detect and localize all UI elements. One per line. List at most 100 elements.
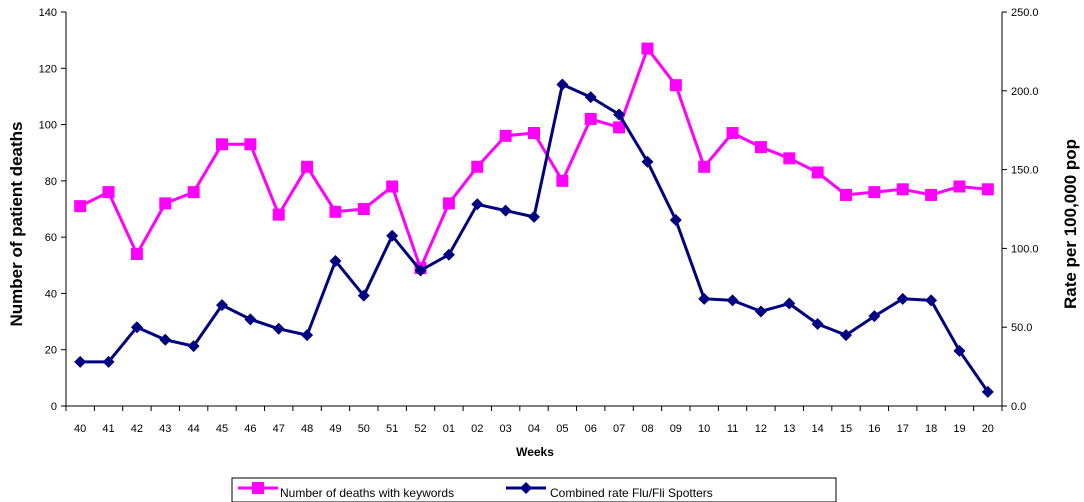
data-point-rate [74,355,87,368]
data-point-deaths [613,121,626,134]
y-left-tick-label: 80 [45,176,57,188]
x-tick-label: 44 [188,423,200,435]
data-point-rate [471,198,484,211]
y-left-tick-label: 140 [39,7,57,19]
data-point-deaths [783,152,796,165]
data-point-rate [329,255,342,268]
data-point-rate [556,78,569,91]
data-point-deaths [329,205,342,218]
x-tick-label: 01 [443,423,455,435]
y-left-tick-label: 100 [39,120,57,132]
data-point-rate [613,108,626,121]
y-right-tick-label: 50.0 [1011,322,1032,334]
x-axis-title: Weeks [516,445,554,459]
data-point-rate [981,385,994,398]
x-tick-label: 49 [329,423,341,435]
x-tick-label: 51 [386,423,398,435]
x-tick-label: 41 [102,423,114,435]
data-point-rate [698,292,711,305]
data-point-rate [357,289,370,302]
data-point-deaths [244,138,257,151]
data-point-rate [187,340,200,353]
data-point-deaths [130,248,143,261]
data-point-rate [216,299,228,312]
x-tick-label: 15 [840,423,852,435]
axes: 0204060801001201400.050.0100.0150.0200.0… [39,7,1039,435]
x-tick-label: 45 [216,423,228,435]
y-right-tick-label: 250.0 [1011,7,1039,19]
data-point-rate [272,322,285,335]
data-point-deaths [981,183,994,196]
x-tick-label: 52 [414,423,426,435]
y-right-tick-label: 0.0 [1011,401,1026,413]
data-point-deaths [301,160,314,173]
x-tick-label: 19 [953,423,965,435]
data-point-deaths [840,188,852,201]
x-tick-label: 12 [755,423,767,435]
x-tick-label: 40 [74,423,86,435]
x-tick-label: 20 [982,423,994,435]
y-axis-right-title: Rate per 100,000 pop [1061,139,1080,309]
data-point-rate [528,210,540,223]
data-point-rate [130,321,143,334]
data-point-rate [811,318,824,331]
data-point-deaths [102,186,115,199]
x-tick-label: 47 [273,423,285,435]
legend-frame [231,477,837,502]
data-point-rate [499,204,512,217]
data-point-deaths [556,174,569,187]
data-point-rate [244,313,257,326]
x-tick-label: 43 [159,423,171,435]
y-right-tick-label: 100.0 [1011,243,1039,255]
data-point-deaths [187,186,200,199]
x-tick-label: 04 [528,423,540,435]
x-tick-label: 17 [897,423,909,435]
data-point-rate [754,305,767,318]
x-tick-label: 09 [670,423,682,435]
data-point-rate [726,294,739,307]
marks [74,42,994,398]
data-point-deaths [925,188,938,201]
data-point-rate [925,294,938,307]
data-point-rate [953,344,966,357]
x-tick-label: 06 [585,423,597,435]
data-point-deaths [528,127,540,140]
data-point-deaths [669,79,682,92]
data-point-rate [102,355,115,368]
data-point-rate [301,329,314,342]
y-left-tick-label: 120 [39,63,57,75]
x-tick-label: 03 [500,423,512,435]
data-point-rate [159,333,172,346]
y-right-tick-label: 150.0 [1011,165,1039,177]
y-right-tick-label: 200.0 [1011,86,1039,98]
x-tick-label: 48 [301,423,313,435]
data-point-rate [868,310,881,323]
x-tick-label: 13 [783,423,795,435]
data-point-rate [442,248,455,261]
data-point-deaths [499,129,512,142]
legend-label-deaths: Number of deaths with keywords [280,486,454,500]
y-left-tick-label: 60 [45,232,57,244]
x-tick-label: 08 [641,423,653,435]
x-tick-label: 14 [812,423,824,435]
data-point-rate [669,214,682,227]
legend-marker-deaths [252,482,264,494]
data-point-rate [584,91,597,104]
data-point-deaths [754,141,767,154]
x-tick-label: 07 [613,423,625,435]
data-point-deaths [442,197,455,210]
data-point-rate [641,155,654,168]
data-point-deaths [896,183,909,196]
data-point-deaths [811,166,824,179]
data-point-rate [840,329,852,342]
x-tick-label: 16 [868,423,880,435]
data-point-deaths [471,160,484,173]
y-axis-left-title: Number of patient deaths [7,122,26,327]
x-tick-label: 10 [698,423,710,435]
legend-label-rate: Combined rate Flu/Fli Spotters [550,486,713,500]
x-tick-label: 11 [727,423,738,435]
series-line-deaths [79,47,988,270]
x-tick-label: 46 [244,423,256,435]
data-point-deaths [698,160,711,173]
